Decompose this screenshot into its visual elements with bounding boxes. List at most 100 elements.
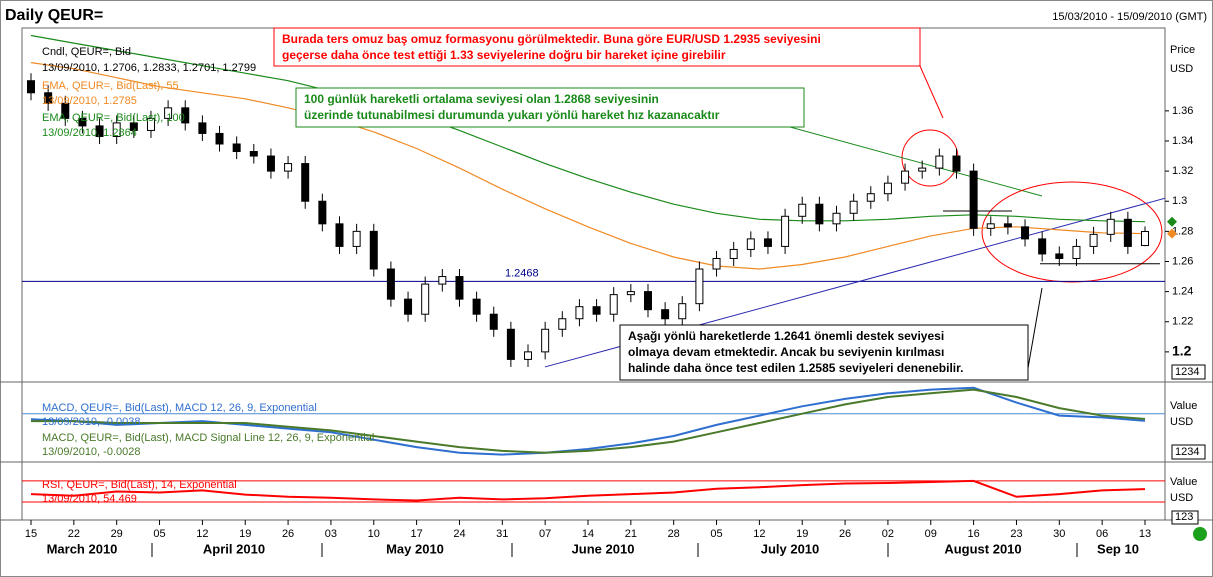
y-axis-label: Value <box>1170 476 1197 488</box>
y-tick-label: 1.2 <box>1172 343 1192 359</box>
legend-entry: Cndl, QEUR=, Bid <box>42 46 131 58</box>
month-label: August 2010 <box>944 541 1021 556</box>
x-tick-label: 22 <box>68 528 80 540</box>
annotation-text: geçerse daha önce test ettiği 1.33 seviy… <box>282 48 726 62</box>
x-tick-label: 13 <box>1139 528 1151 540</box>
x-tick-label: 14 <box>582 528 594 540</box>
x-tick-label: 16 <box>967 528 979 540</box>
candle-body <box>95 125 104 137</box>
candle-body <box>335 223 344 247</box>
x-tick-label: 12 <box>753 528 765 540</box>
candle-body <box>832 212 841 225</box>
annotation-text: halinde daha önce test edilen 1.2585 sev… <box>628 361 963 375</box>
panel <box>22 386 1165 456</box>
candle-body <box>1089 233 1098 247</box>
candle-body <box>386 268 395 300</box>
x-tick-label: 05 <box>153 528 165 540</box>
x-tick-label: 19 <box>796 528 808 540</box>
month-label: July 2010 <box>761 541 820 556</box>
x-tick-label: 12 <box>196 528 208 540</box>
y-axis-unit: USD <box>1170 416 1193 428</box>
x-tick-label: 07 <box>539 528 551 540</box>
annotation-shapes <box>789 65 1163 369</box>
x-tick-label: 26 <box>282 528 294 540</box>
candle-body <box>712 257 721 270</box>
candle-body <box>1038 238 1047 255</box>
axis-box-label: 123 <box>1175 511 1193 523</box>
candle-body <box>78 117 87 127</box>
candle-body <box>952 155 961 172</box>
x-tick-label: 09 <box>925 528 937 540</box>
x-tick-label: 29 <box>111 528 123 540</box>
candle-body <box>1003 223 1012 228</box>
candle-body <box>918 167 927 172</box>
candle-body <box>438 276 447 285</box>
candle-body <box>986 223 995 229</box>
candle-body <box>575 306 584 320</box>
candle-body <box>27 80 35 94</box>
legend-entry: 13/09/2010, 1.2706, 1.2833, 1.2701, 1.27… <box>42 62 256 74</box>
candle-body <box>729 248 738 259</box>
candle-body <box>215 132 224 145</box>
candle-body <box>266 155 275 172</box>
candle-body <box>181 107 190 124</box>
x-tick-label: 31 <box>496 528 508 540</box>
candle-body <box>883 182 892 195</box>
legend-entry: MACD, QEUR=, Bid(Last), MACD 12, 26, 9, … <box>42 402 317 414</box>
y-axis-unit: USD <box>1170 492 1193 504</box>
x-tick-label: 30 <box>1053 528 1065 540</box>
annotation-text: Aşağı yönlü hareketlerde 1.2641 önemli d… <box>628 329 944 343</box>
annotation-text: Burada ters omuz baş omuz formasyonu gör… <box>282 32 821 46</box>
candle-body <box>112 122 121 137</box>
axis-box-label: 1234 <box>1175 446 1199 458</box>
x-tick-label: 19 <box>239 528 251 540</box>
candle-body <box>369 230 378 270</box>
month-label: June 2010 <box>572 541 635 556</box>
legend-entry: RSI, QEUR=, Bid(Last), 14, Exponential <box>42 479 237 491</box>
candle-body <box>472 298 481 315</box>
series-line <box>30 34 1146 223</box>
candle-body <box>866 193 875 202</box>
candle-body <box>146 117 155 131</box>
last-value-marker <box>1167 216 1177 227</box>
y-tick-label: 1.22 <box>1172 316 1193 328</box>
y-tick-label: 1.26 <box>1172 255 1193 267</box>
series-line <box>31 388 1146 454</box>
x-tick-label: 06 <box>1096 528 1108 540</box>
candle-body <box>44 92 53 104</box>
annotation-text: üzerinde tutunabilmesi durumunda yukarı … <box>304 108 720 122</box>
x-tick-label: 02 <box>882 528 894 540</box>
candle-body <box>404 298 413 315</box>
candle-body <box>763 238 772 247</box>
candle-body <box>1021 226 1030 240</box>
status-dot <box>1193 527 1207 541</box>
chart-title: Daily QEUR= <box>5 7 103 24</box>
x-tick-label: 10 <box>368 528 380 540</box>
month-label: May 2010 <box>386 541 444 556</box>
candle-body <box>318 200 327 225</box>
y-tick-label: 1.34 <box>1172 135 1193 147</box>
candle-body <box>1055 253 1064 259</box>
candle-body <box>232 143 241 153</box>
candle-body <box>506 328 515 360</box>
y-tick-label: 1.32 <box>1172 165 1193 177</box>
panel <box>22 34 1165 368</box>
y-tick-label: 1.28 <box>1172 225 1193 237</box>
annotation-box <box>619 324 1029 381</box>
legend-entry: EMA, QEUR=, Bid(Last), 55 <box>42 80 179 92</box>
x-tick-label: 05 <box>710 528 722 540</box>
month-label: Sep 10 <box>1097 541 1139 556</box>
candle-body <box>489 313 498 330</box>
reference-label: 1.2468 <box>505 267 539 279</box>
candle-body <box>781 215 790 247</box>
candle-body <box>198 122 207 134</box>
legend-entry: 13/09/2010, 1.2864 <box>42 127 137 139</box>
y-tick-label: 1.3 <box>1172 195 1187 207</box>
month-label: April 2010 <box>203 541 265 556</box>
series-line <box>30 62 1146 270</box>
candle-body <box>1072 245 1081 259</box>
y-axis-unit: USD <box>1170 63 1193 75</box>
legend-entry: 13/09/2010, -0.0038 <box>42 416 140 428</box>
candle-body <box>1123 218 1132 247</box>
